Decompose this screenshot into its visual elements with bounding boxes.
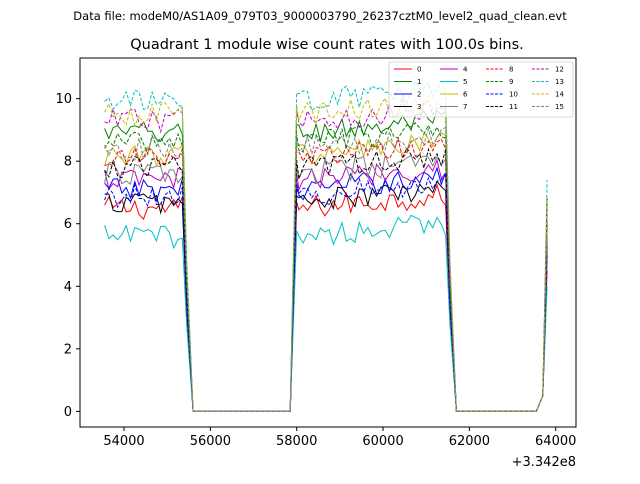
series-line-2 — [104, 166, 548, 412]
legend-label: 1 — [417, 78, 421, 86]
legend-label: 15 — [555, 103, 564, 111]
y-tick-label: 10 — [55, 92, 72, 107]
legend-label: 12 — [555, 66, 564, 74]
series-layer — [104, 78, 548, 412]
x-tick-label: 54000 — [103, 434, 144, 449]
legend-label: 3 — [417, 103, 421, 111]
suptitle: Data file: modeM0/AS1A09_079T03_90000037… — [73, 9, 567, 23]
x-tick-label: 62000 — [449, 434, 490, 449]
y-tick-label: 0 — [64, 405, 72, 420]
legend-label: 9 — [509, 78, 513, 86]
x-tick-label: 56000 — [190, 434, 231, 449]
legend-label: 7 — [463, 103, 467, 111]
series-line-14 — [104, 93, 548, 412]
x-tick-label: 58000 — [276, 434, 317, 449]
series-line-0 — [104, 183, 548, 412]
legend-label: 5 — [463, 78, 467, 86]
x-offset-label: +3.342e8 — [512, 455, 576, 470]
series-line-4 — [104, 158, 548, 412]
legend-label: 13 — [555, 78, 564, 86]
chart-title: Quadrant 1 module wise count rates with … — [130, 37, 524, 53]
series-line-15 — [104, 126, 548, 412]
series-line-9 — [104, 122, 548, 412]
legend-label: 6 — [463, 91, 468, 99]
legend-label: 0 — [417, 66, 421, 74]
legend-frame — [388, 61, 574, 118]
x-tick-label: 64000 — [535, 434, 576, 449]
y-tick-label: 4 — [64, 280, 72, 295]
series-line-13 — [104, 78, 548, 412]
legend-label: 10 — [509, 91, 518, 99]
y-axis: 0 2 4 6 8 10 — [55, 92, 80, 420]
legend-label: 8 — [509, 66, 513, 74]
plot-frame — [79, 57, 577, 428]
series-line-5 — [104, 214, 548, 412]
y-tick-label: 6 — [64, 217, 72, 232]
series-line-10 — [104, 170, 548, 412]
legend-label: 11 — [509, 103, 518, 111]
y-tick-label: 8 — [64, 155, 72, 170]
series-line-7 — [104, 153, 548, 412]
legend-label: 4 — [463, 66, 468, 74]
y-tick-label: 2 — [64, 342, 72, 357]
series-line-6 — [104, 131, 548, 412]
legend-label: 14 — [555, 91, 564, 99]
series-line-3 — [104, 180, 548, 412]
legend-label: 2 — [417, 91, 421, 99]
series-line-11 — [104, 147, 548, 412]
x-tick-label: 60000 — [362, 434, 403, 449]
x-axis: 54000 56000 58000 60000 62000 64000 — [103, 427, 576, 449]
